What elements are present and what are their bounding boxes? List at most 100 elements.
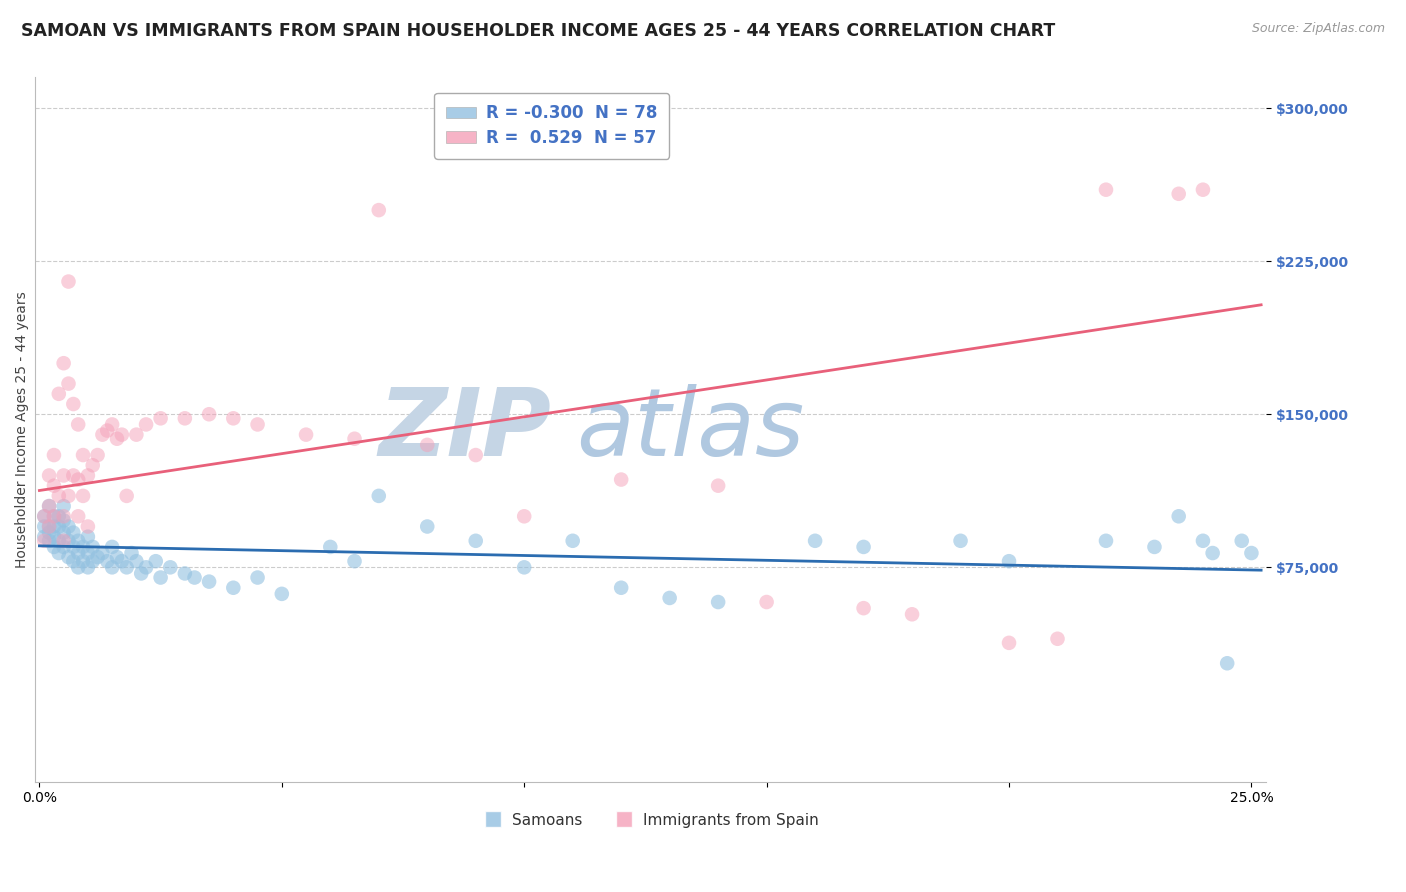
Point — [77, 468, 100, 483]
Point — [62, 540, 84, 554]
Text: ZIP: ZIP — [378, 384, 551, 475]
Point — [901, 607, 924, 622]
Point — [52, 468, 75, 483]
Point — [270, 587, 292, 601]
Point — [101, 417, 124, 432]
Point — [145, 554, 167, 568]
Point — [149, 411, 172, 425]
Point — [42, 519, 65, 533]
Point — [1192, 533, 1215, 548]
Point — [72, 448, 94, 462]
Point — [367, 203, 389, 218]
Point — [42, 509, 65, 524]
Point — [198, 407, 221, 421]
Point — [852, 601, 875, 615]
Point — [86, 550, 108, 565]
Point — [1240, 546, 1263, 560]
Point — [121, 546, 143, 560]
Point — [52, 499, 75, 513]
Point — [1230, 533, 1253, 548]
Point — [998, 554, 1021, 568]
Point — [82, 458, 104, 473]
Point — [32, 509, 55, 524]
Point — [52, 356, 75, 370]
Point — [804, 533, 827, 548]
Point — [48, 546, 70, 560]
Point — [32, 533, 55, 548]
Point — [343, 432, 366, 446]
Point — [246, 417, 269, 432]
Point — [42, 540, 65, 554]
Point — [52, 513, 75, 527]
Point — [42, 448, 65, 462]
Point — [416, 519, 439, 533]
Point — [135, 560, 157, 574]
Point — [67, 509, 90, 524]
Point — [319, 540, 342, 554]
Text: SAMOAN VS IMMIGRANTS FROM SPAIN HOUSEHOLDER INCOME AGES 25 - 44 YEARS CORRELATIO: SAMOAN VS IMMIGRANTS FROM SPAIN HOUSEHOL… — [21, 22, 1056, 40]
Point — [1143, 540, 1166, 554]
Point — [77, 530, 100, 544]
Point — [58, 489, 80, 503]
Point — [949, 533, 972, 548]
Point — [1046, 632, 1069, 646]
Point — [38, 533, 60, 548]
Point — [72, 540, 94, 554]
Point — [125, 427, 148, 442]
Point — [246, 570, 269, 584]
Point — [222, 411, 245, 425]
Point — [513, 560, 536, 574]
Point — [1167, 186, 1189, 201]
Point — [82, 554, 104, 568]
Text: Source: ZipAtlas.com: Source: ZipAtlas.com — [1251, 22, 1385, 36]
Point — [67, 560, 90, 574]
Point — [105, 432, 128, 446]
Point — [77, 519, 100, 533]
Point — [67, 417, 90, 432]
Point — [91, 546, 114, 560]
Point — [658, 591, 681, 605]
Point — [32, 519, 55, 533]
Y-axis label: Householder Income Ages 25 - 44 years: Householder Income Ages 25 - 44 years — [15, 291, 30, 568]
Point — [129, 566, 152, 581]
Point — [58, 533, 80, 548]
Text: atlas: atlas — [576, 384, 804, 475]
Point — [38, 468, 60, 483]
Point — [1216, 657, 1239, 671]
Point — [115, 560, 138, 574]
Point — [48, 387, 70, 401]
Point — [67, 533, 90, 548]
Point — [42, 478, 65, 492]
Point — [72, 489, 94, 503]
Point — [707, 478, 730, 492]
Point — [77, 560, 100, 574]
Point — [1095, 533, 1118, 548]
Point — [416, 438, 439, 452]
Point — [38, 499, 60, 513]
Point — [183, 570, 205, 584]
Point — [755, 595, 778, 609]
Point — [86, 448, 108, 462]
Point — [135, 417, 157, 432]
Point — [561, 533, 583, 548]
Point — [52, 525, 75, 540]
Point — [62, 554, 84, 568]
Point — [295, 427, 318, 442]
Point — [1192, 183, 1215, 197]
Point — [1167, 509, 1189, 524]
Point — [101, 540, 124, 554]
Point — [198, 574, 221, 589]
Point — [58, 550, 80, 565]
Point — [48, 519, 70, 533]
Point — [38, 519, 60, 533]
Point — [38, 519, 60, 533]
Point — [96, 554, 118, 568]
Point — [159, 560, 181, 574]
Point — [38, 525, 60, 540]
Point — [464, 448, 486, 462]
Point — [105, 550, 128, 565]
Point — [111, 554, 134, 568]
Point — [38, 499, 60, 513]
Point — [32, 509, 55, 524]
Point — [52, 509, 75, 524]
